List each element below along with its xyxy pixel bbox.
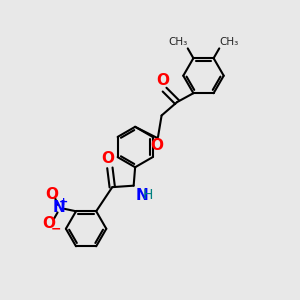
Text: +: +: [59, 197, 68, 207]
Text: O: O: [157, 73, 169, 88]
Text: H: H: [142, 188, 153, 202]
Text: O: O: [45, 187, 58, 202]
Text: O: O: [150, 138, 163, 153]
Text: N: N: [52, 200, 65, 215]
Text: CH₃: CH₃: [220, 37, 239, 47]
Text: CH₃: CH₃: [168, 37, 187, 47]
Text: N: N: [135, 188, 148, 203]
Text: −: −: [50, 222, 61, 235]
Text: O: O: [101, 151, 114, 166]
Text: O: O: [43, 216, 56, 231]
